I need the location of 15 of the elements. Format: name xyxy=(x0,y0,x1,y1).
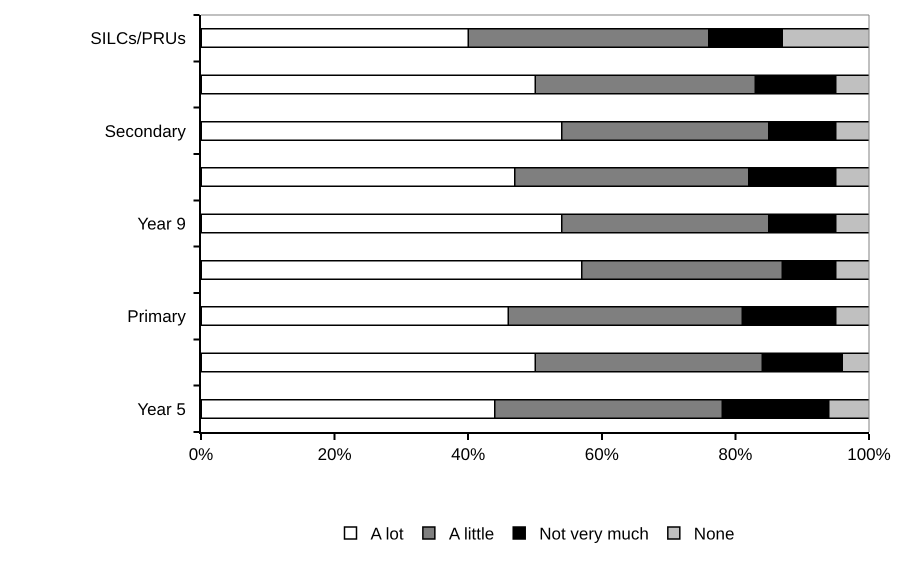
legend-label: Not very much xyxy=(539,524,649,544)
y-tick-label: SILCs/PRUs xyxy=(90,29,186,48)
x-tick-label: 60% xyxy=(584,445,619,464)
legend-label: None xyxy=(694,524,734,544)
x-tick-label: 80% xyxy=(718,445,752,464)
y-tick-label: Year 5 xyxy=(137,400,186,419)
legend-label: A little xyxy=(448,524,494,544)
x-tick-label: 0% xyxy=(188,445,214,464)
y-tick-label: Year 9 xyxy=(137,214,186,234)
y-tick-label: Secondary xyxy=(104,122,186,141)
x-tick-label: 40% xyxy=(451,445,486,464)
legend-label: A lot xyxy=(370,524,404,544)
y-tick-label: Primary xyxy=(127,307,186,326)
x-tick-label: 20% xyxy=(318,445,352,464)
x-tick-label: 100% xyxy=(847,445,891,464)
